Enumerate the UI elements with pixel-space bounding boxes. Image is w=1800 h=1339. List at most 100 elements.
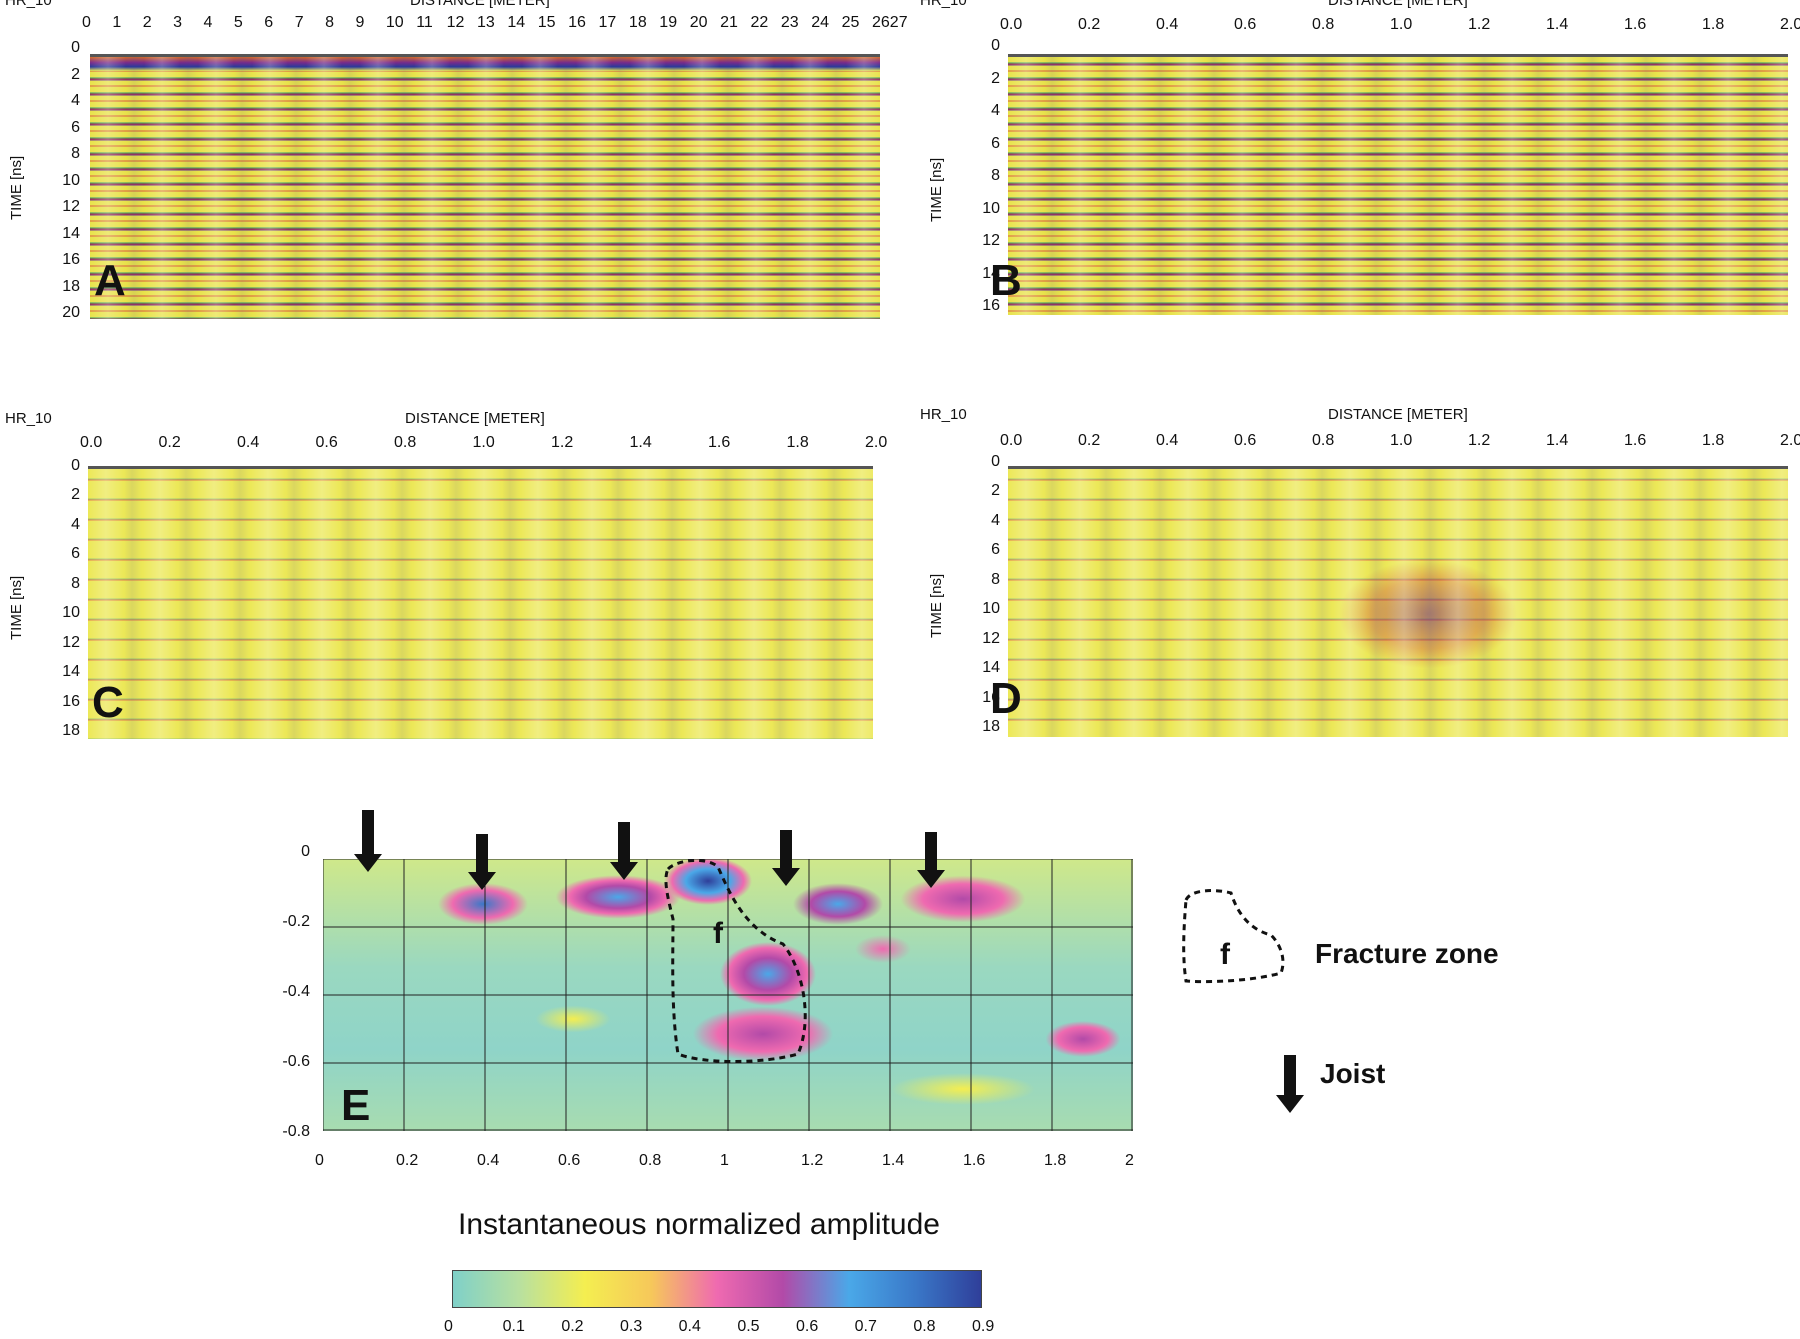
grid-lines [323,859,1133,1131]
x-tick-labels: 0.0 0.2 0.4 0.6 0.8 1.0 1.2 1.4 1.6 1.8 2.0 [1000,16,1800,36]
x-tick-label: 9 [355,14,365,31]
x-tick-label: 4 [203,14,213,31]
panel-letter: D [990,674,1022,723]
x-tick-label: 21 [720,14,738,31]
x-tick-label: 0 [444,1318,453,1335]
joist-arrow [468,834,496,890]
x-tick-label: 11 [416,14,433,31]
x-tick-label: 1.0 [1390,432,1413,449]
x-tick-label: 5 [233,14,243,31]
y-tick-label: 6 [991,541,1000,559]
radargram-d [1008,466,1788,737]
y-tick-label: 18 [62,722,80,739]
x-tick-label: 0.7 [854,1318,877,1335]
x-tick-label: 23 [780,14,799,31]
fracture-zone-outline [664,859,807,1063]
x-tick-label: 19 [659,14,678,31]
x-tick-label: 1.6 [963,1152,986,1169]
y-tick-label: -0.4 [282,983,310,1000]
panel-d: HR_10 DISTANCE [METER] 0.0 0.2 0.4 0.6 0.8 1.… [920,406,1800,740]
x-tick-label: 1.4 [1546,16,1569,33]
y-tick-label: 10 [982,199,1000,217]
y-axis-label: TIME [ns] [8,575,25,640]
panel-header: HR_10 [920,406,967,423]
x-tick-label: 1.6 [708,434,731,451]
x-tick-label: 0 [315,1152,324,1169]
y-tick-label: 16 [982,297,1000,314]
x-tick-label: 0.4 [237,434,260,451]
x-axis-label: DISTANCE [METER] [1328,0,1468,9]
colorbar-ticks: 0 0.1 0.2 0.3 0.4 0.5 0.6 0.7 0.8 0.9 [444,1318,994,1338]
y-tick-label: 6 [71,545,80,563]
y-tick-label: 12 [62,633,80,651]
reflection-cluster [1338,559,1518,669]
joist-arrow [610,822,638,880]
x-tick-label: 0.2 [1078,16,1101,33]
x-tick-label: 0.8 [1312,16,1335,33]
x-tick-label: 0.8 [913,1318,936,1335]
y-tick-label: 18 [982,718,1000,735]
y-tick-label: -0.2 [282,913,310,930]
radargram-c [88,466,873,739]
y-tick-label: 18 [62,277,80,295]
x-tick-label: 7 [294,14,304,31]
joist-label: Joist [1320,1058,1386,1089]
x-tick-label: 12 [446,14,465,31]
fracture-zone-label: Fracture zone [1315,938,1499,969]
x-tick-label: 0.6 [1234,432,1257,449]
y-axis-label: TIME [ns] [928,157,945,222]
x-tick-label: 0.4 [1156,432,1179,449]
x-tick-label: 10 [385,14,404,31]
x-tick-labels: 0.0 0.2 0.4 0.6 0.8 1.0 1.2 1.4 1.6 1.8 2.0 [1000,432,1800,452]
x-tick-label: 1 [720,1152,729,1169]
direct-wave-band [90,57,880,71]
x-tick-label: 0.0 [1000,432,1023,449]
joist-legend-arrow [1276,1055,1304,1113]
y-tick-labels: 0 2 4 6 8 10 12 14 16 18 20 [40,39,80,321]
fracture-symbol [1182,889,1285,984]
y-tick-label: 8 [991,570,1000,588]
x-tick-label: 0.1 [502,1318,525,1335]
panel-c: HR_10 DISTANCE [METER] 0.0 0.2 0.4 0.6 0.8 1.… [0,410,890,740]
x-tick-label: 0 [82,14,91,31]
x-tick-label: 6 [264,14,274,31]
legend: f Fracture zone Joist [1170,880,1590,1120]
x-tick-label: 0.2 [396,1152,419,1169]
x-tick-label: 1.2 [1468,432,1491,449]
x-tick-labels: 0 0.2 0.4 0.6 0.8 1 1.2 1.4 1.6 1.8 2 [315,1152,1134,1172]
x-tick-label: 0.6 [796,1318,819,1335]
radargram-b [1008,54,1788,315]
y-tick-label: 4 [71,515,80,533]
y-tick-label: 12 [982,629,1000,647]
y-tick-label: 16 [62,251,80,268]
y-tick-label: 0 [301,843,310,860]
x-tick-label: 1.8 [786,434,809,451]
panel-e: 0 -0.2 -0.4 -0.6 -0.8 [270,800,1150,1180]
x-tick-label: 0.2 [561,1318,584,1335]
y-tick-label: 2 [71,65,80,83]
panel-header: HR_10 [920,0,967,9]
x-tick-label: 1.6 [1624,16,1647,33]
y-tick-label: 10 [982,600,1000,618]
y-tick-labels: 0 -0.2 -0.4 -0.6 -0.8 [270,843,310,1140]
x-tick-label: 0.0 [1000,16,1023,33]
x-tick-label: 0.8 [1312,432,1335,449]
y-tick-label: 0 [991,37,1000,54]
x-tick-label: 1.8 [1702,16,1725,33]
x-tick-label: 13 [477,14,495,31]
x-tick-label: 8 [325,14,334,31]
panel-b: HR_10 DISTANCE [METER] 0.0 0.2 0.4 0.6 0.8 1.… [920,0,1800,320]
x-tick-label: 0.6 [315,434,338,451]
y-tick-label: 4 [991,511,1000,529]
x-tick-labels: 0 1 2 3 4 5 6 7 8 9 10 11 12 13 14 15 16 17 18 19 20 21 22 23 24… [82,14,908,34]
y-tick-label: 20 [62,304,80,321]
colorbar-title: Instantaneous normalized amplitude [458,1208,940,1241]
x-tick-label: 2627 [872,14,908,31]
y-tick-label: 8 [71,145,80,162]
y-tick-labels: 0 2 4 6 8 10 12 14 16 18 [40,457,80,739]
x-tick-label: 0.8 [394,434,417,451]
y-tick-label: -0.8 [282,1123,310,1140]
x-tick-label: 3 [173,14,183,31]
x-tick-label: 1.8 [1044,1152,1067,1169]
y-tick-labels: 0 2 4 6 8 10 12 14 16 [960,37,1000,314]
